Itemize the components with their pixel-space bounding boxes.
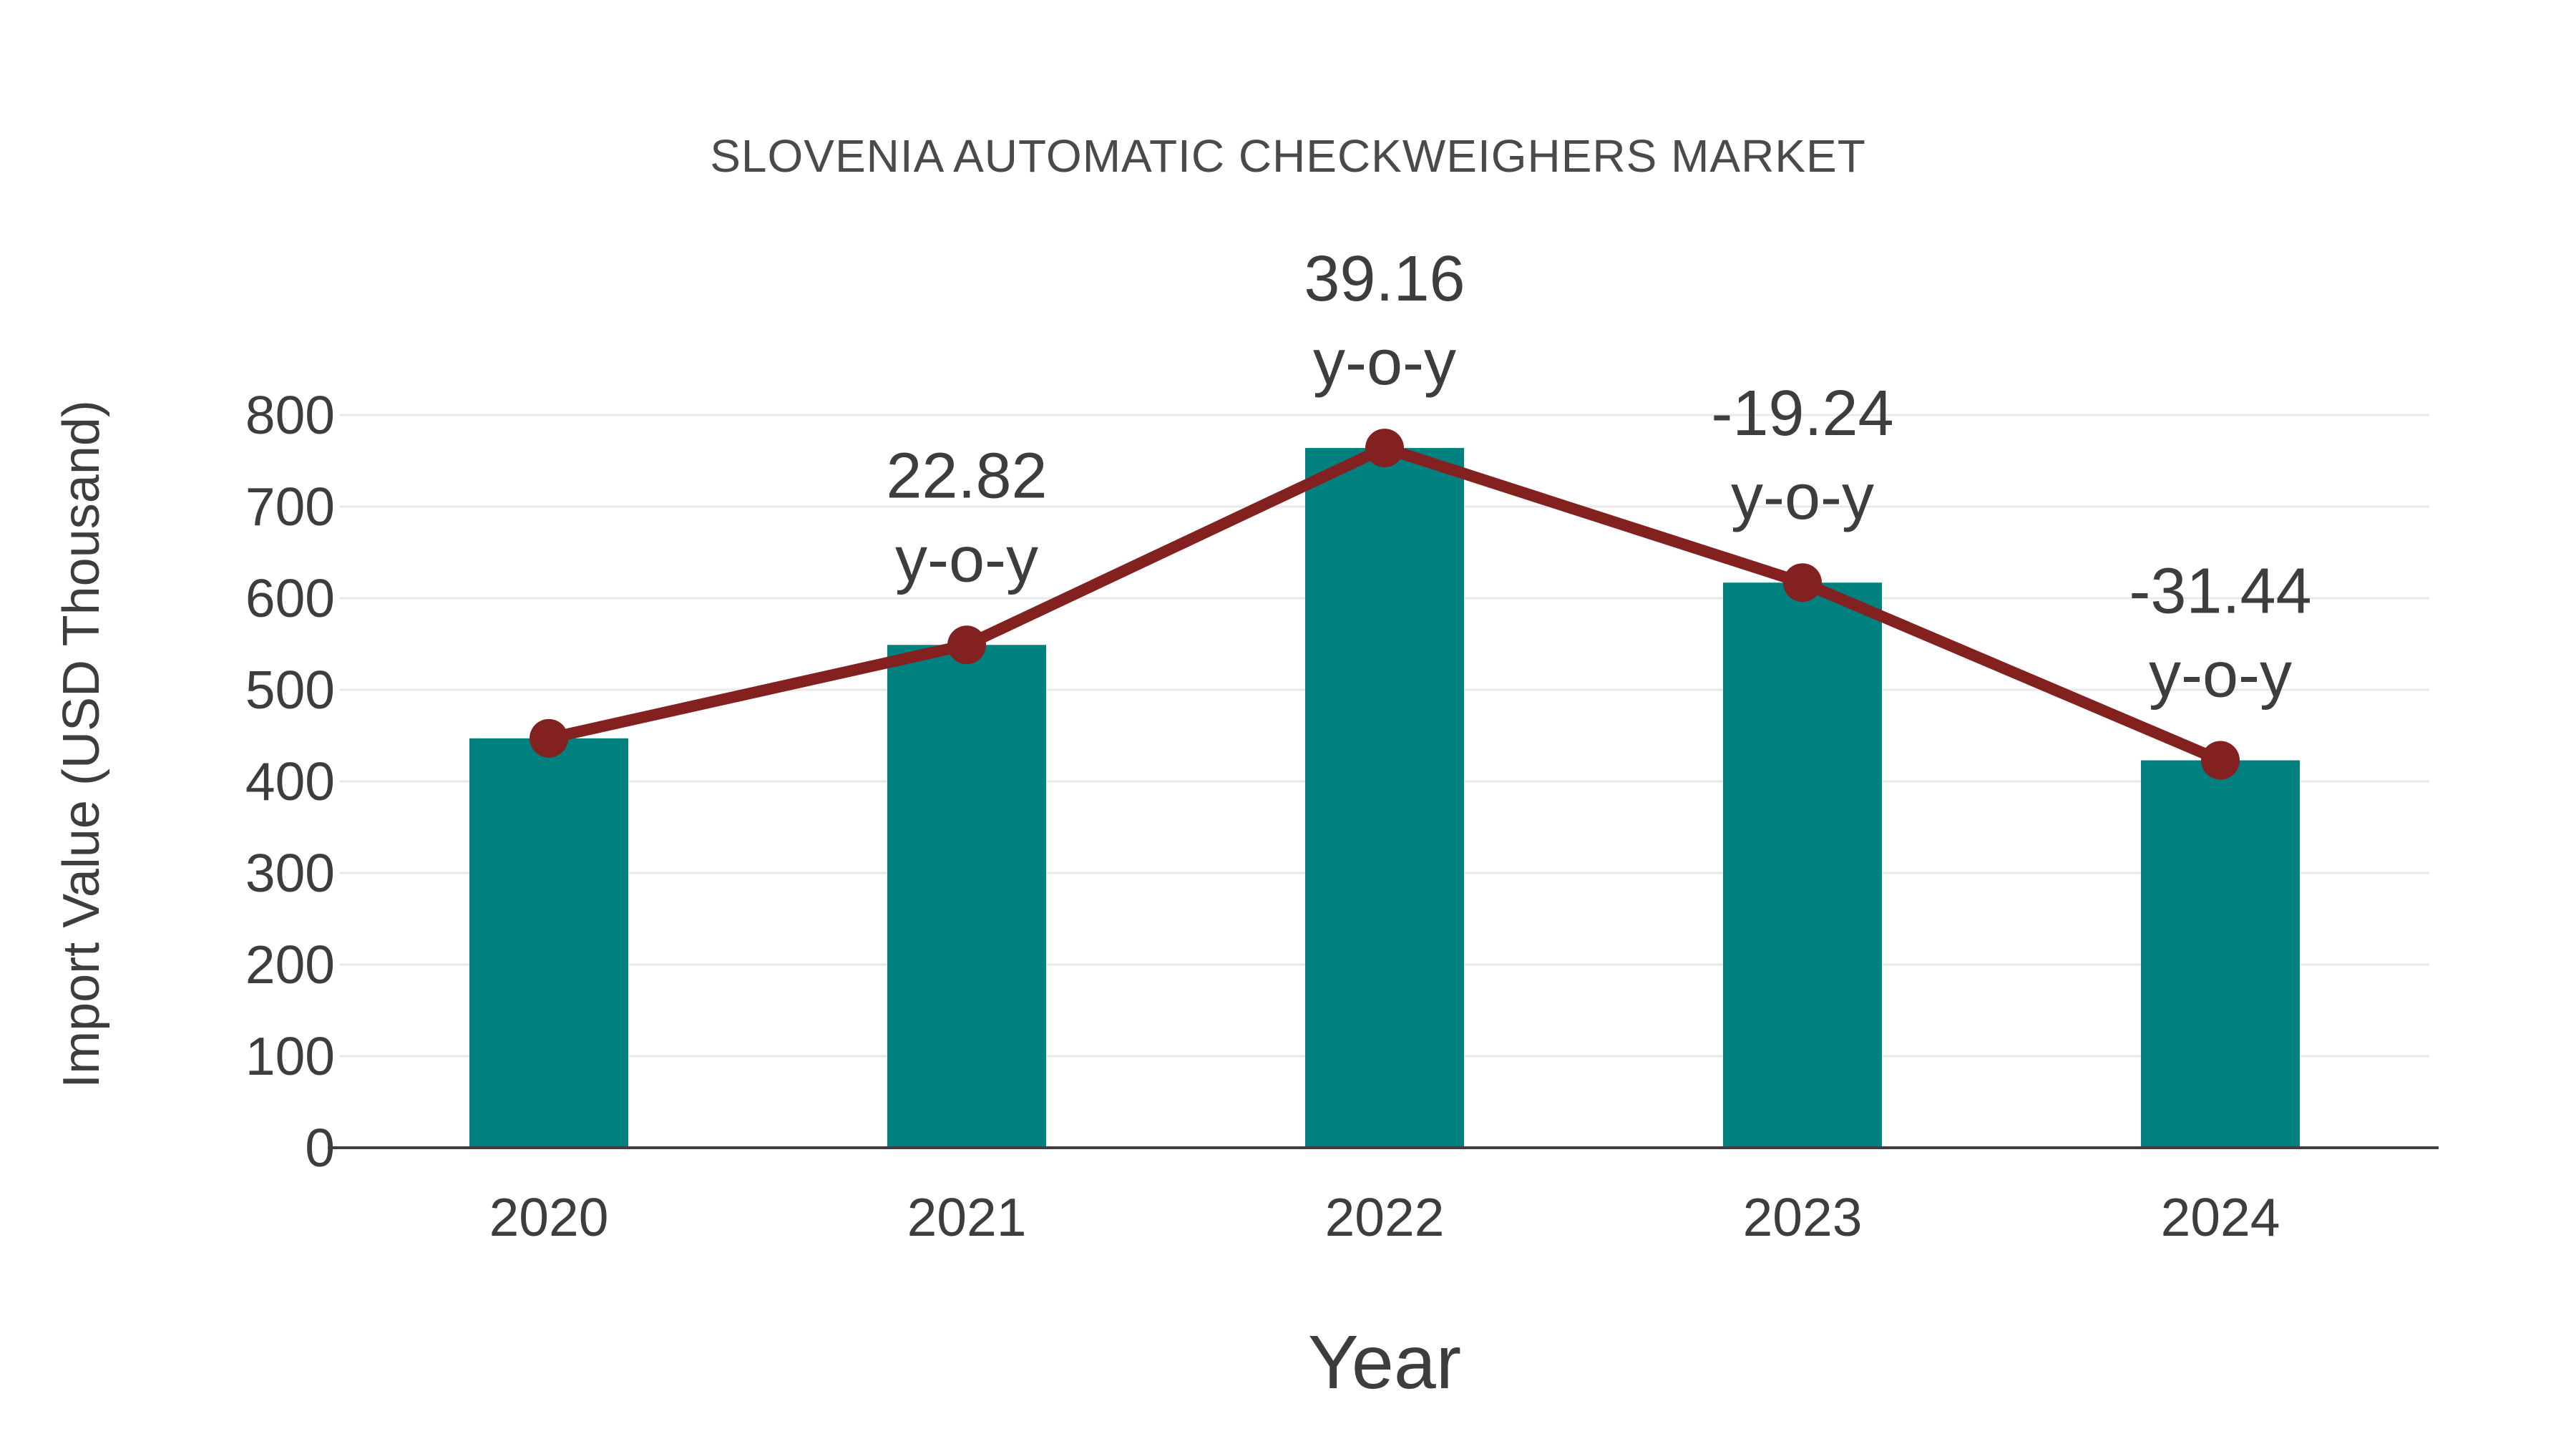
yoy-unit-2024: y-o-y [2149,640,2292,711]
y-tick-label-700: 700 [245,477,335,537]
yoy-value-2022: 39.16 [1304,243,1465,315]
yoy-value-2021: 22.82 [886,440,1047,512]
line-marker-2022[interactable] [1365,429,1404,468]
yoy-unit-2021: y-o-y [895,524,1038,595]
line-marker-2020[interactable] [530,718,568,758]
bar-2024[interactable] [2141,760,2300,1148]
y-axis-title: Import Value (USD Thousand) [53,400,110,1088]
x-tick-label-2024: 2024 [2161,1187,2280,1247]
bar-2020[interactable] [469,738,628,1148]
y-tick-label-400: 400 [245,751,335,811]
x-axis-tick-labels: 2020 2021 2022 2023 2024 [489,1187,2280,1247]
chart-title: SLOVENIA AUTOMATIC CHECKWEIGHERS MARKET [710,130,1866,182]
line-marker-2024[interactable] [2201,741,2240,780]
x-tick-label-2020: 2020 [489,1187,609,1247]
y-tick-label-200: 200 [245,935,335,995]
yoy-unit-2023: y-o-y [1731,462,1874,533]
y-tick-label-600: 600 [245,568,335,628]
bar-series [469,448,2300,1148]
line-marker-2023[interactable] [1783,563,1822,602]
yoy-value-2024: -31.44 [2129,556,2311,628]
x-tick-label-2021: 2021 [907,1187,1027,1247]
yoy-value-2023: -19.24 [1711,378,1893,449]
y-tick-label-100: 100 [245,1026,335,1086]
y-tick-label-300: 300 [245,843,335,903]
line-series [530,429,2240,780]
yoy-unit-2022: y-o-y [1313,327,1456,399]
bar-2023[interactable] [1723,582,1882,1148]
bar-2021[interactable] [887,645,1046,1148]
bar-2022[interactable] [1305,448,1464,1148]
y-tick-label-800: 800 [245,385,335,445]
y-tick-label-500: 500 [245,660,335,720]
x-tick-label-2022: 2022 [1325,1187,1445,1247]
line-marker-2021[interactable] [947,625,986,665]
yoy-annotations: 22.82 y-o-y 39.16 y-o-y -19.24 y-o-y -31.44 y-o… [886,243,2311,711]
x-axis-title: Year [1308,1320,1461,1405]
x-tick-label-2023: 2023 [1743,1187,1863,1247]
